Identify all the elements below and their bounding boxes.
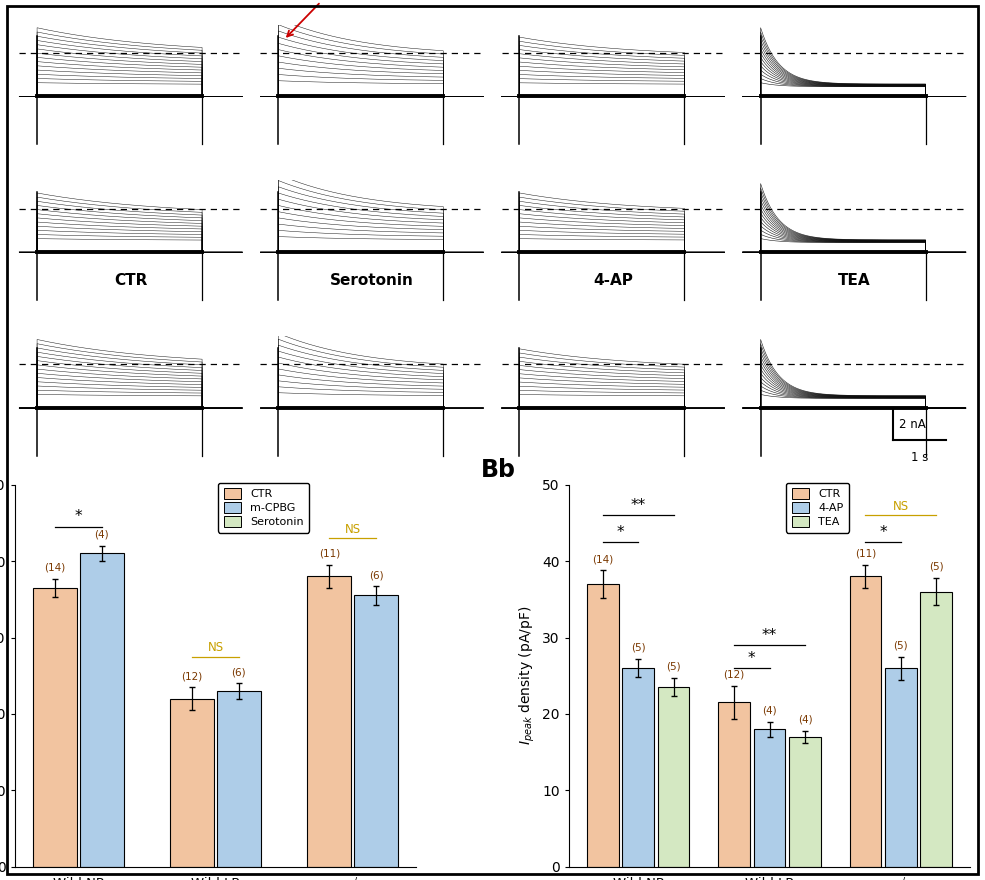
Text: 1 s: 1 s — [911, 451, 928, 464]
Bar — [850, 576, 882, 867]
Bar — [886, 668, 916, 867]
Text: (5): (5) — [893, 641, 908, 650]
Text: NS: NS — [345, 523, 361, 536]
Text: *: * — [75, 510, 82, 524]
Text: *: * — [617, 524, 624, 539]
Bar — [718, 702, 750, 867]
Bar — [354, 596, 398, 867]
Text: NS: NS — [208, 642, 224, 655]
Text: (14): (14) — [44, 562, 66, 573]
Bar — [920, 591, 952, 867]
Text: (11): (11) — [319, 549, 340, 559]
Text: (6): (6) — [368, 570, 383, 580]
Bar — [754, 730, 785, 867]
Legend: CTR, 4-AP, TEA: CTR, 4-AP, TEA — [786, 482, 849, 532]
Text: (5): (5) — [667, 662, 681, 672]
Text: TEA: TEA — [838, 273, 871, 288]
Bar — [80, 554, 123, 867]
Text: (14): (14) — [592, 554, 614, 564]
Bar — [658, 687, 689, 867]
Legend: CTR, m-CPBG, Serotonin: CTR, m-CPBG, Serotonin — [218, 482, 309, 532]
Text: 2 nA: 2 nA — [899, 418, 926, 430]
Text: (11): (11) — [855, 549, 876, 559]
Text: *: * — [748, 651, 755, 666]
Bar — [217, 691, 261, 867]
Bar — [789, 737, 821, 867]
Bar — [587, 584, 619, 867]
Text: (4): (4) — [95, 530, 109, 539]
Text: (4): (4) — [762, 706, 777, 715]
Text: Serotonin: Serotonin — [330, 273, 414, 288]
Text: CTR: CTR — [114, 273, 148, 288]
Text: 4-AP: 4-AP — [593, 273, 633, 288]
Text: (6): (6) — [231, 667, 246, 678]
Bar — [33, 588, 77, 867]
Bar — [623, 668, 654, 867]
Bar — [307, 576, 352, 867]
Y-axis label: $I_{peak}$ density (pA/pF): $I_{peak}$ density (pA/pF) — [517, 606, 537, 745]
Text: (5): (5) — [929, 561, 944, 572]
Text: NS: NS — [892, 500, 909, 513]
Text: (4): (4) — [798, 715, 813, 724]
Text: Bb: Bb — [481, 458, 515, 482]
Text: (12): (12) — [723, 670, 745, 679]
Text: (12): (12) — [181, 671, 203, 681]
Text: **: ** — [761, 627, 777, 643]
Text: **: ** — [630, 498, 646, 513]
Text: (5): (5) — [631, 642, 645, 653]
Text: *: * — [880, 524, 886, 539]
Bar — [170, 699, 214, 867]
